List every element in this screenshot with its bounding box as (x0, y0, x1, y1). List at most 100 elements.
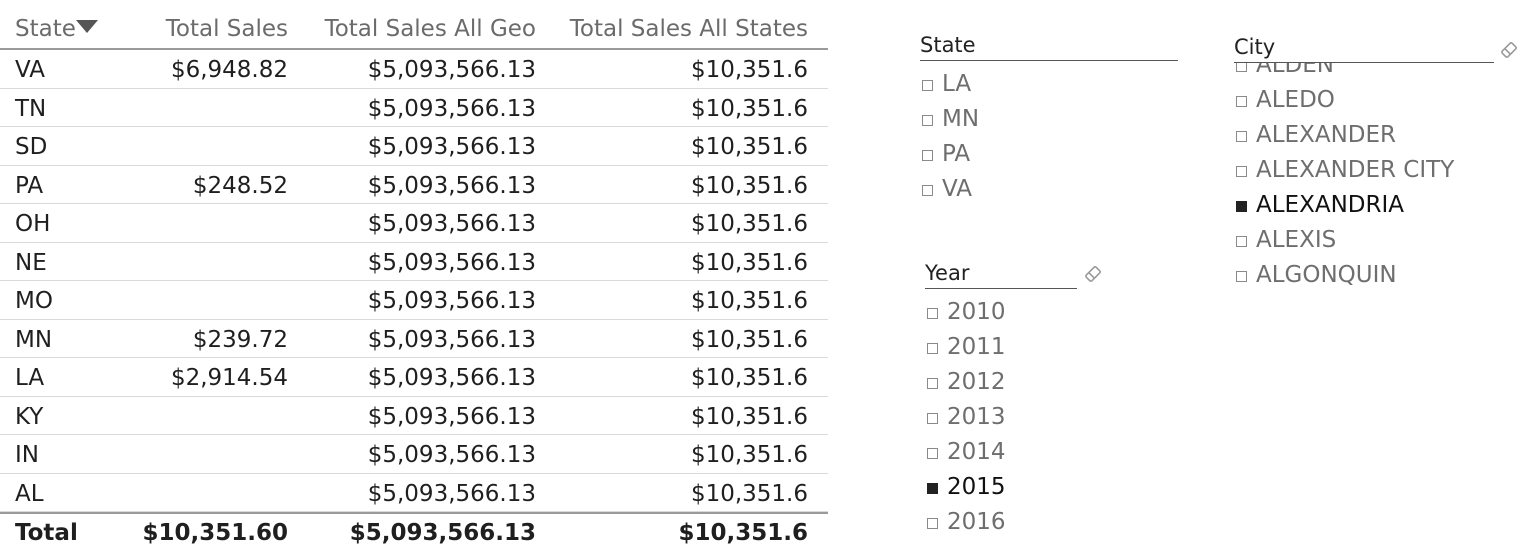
city-slicer-item-label: ALEXIS (1256, 227, 1337, 253)
row-total-sales-cell: $248.52 (192, 172, 288, 199)
row-total-sales-all-states-cell: $10,351.6 (690, 211, 808, 237)
table-row[interactable]: VA $6,948.82 $5,093,566.13 $10,351.6 (0, 50, 828, 89)
row-state-cell: OH (15, 211, 51, 237)
year-slicer-item[interactable]: 2012 (925, 365, 1077, 400)
state-slicer-item[interactable]: PA (920, 137, 1178, 172)
checkbox-icon[interactable] (922, 150, 933, 161)
row-state-cell: TN (15, 95, 47, 122)
row-total-sales-all-geo-cell: $5,093,566.13 (367, 134, 536, 160)
table-header: State Total Sales Total Sales All Geo To… (0, 0, 828, 50)
checkbox-icon[interactable] (922, 185, 933, 196)
city-slicer-viewport[interactable]: ALDEN ALEDO ALEXANDER ALEXANDER CITY ALEXAND… (1234, 63, 1494, 313)
state-slicer-item[interactable]: MN (920, 102, 1178, 137)
state-slicer-item-label: VA (942, 176, 972, 202)
checkbox-icon[interactable] (1236, 236, 1247, 247)
row-total-sales-cell: $6,948.82 (170, 57, 288, 83)
row-total-sales-all-states-cell: $10,351.6 (690, 326, 808, 353)
city-slicer-item[interactable]: ALEXANDER (1234, 118, 1494, 153)
row-total-sales-all-states-cell: $10,351.6 (690, 134, 808, 160)
year-slicer-item[interactable]: 2010 (925, 295, 1077, 330)
year-slicer-item[interactable]: 2011 (925, 330, 1077, 365)
city-slicer-item[interactable]: ALDEN (1234, 63, 1494, 83)
table-row[interactable]: PA $248.52 $5,093,566.13 $10,351.6 (0, 166, 828, 204)
checkbox-icon[interactable] (927, 518, 938, 529)
state-slicer-item-label: PA (942, 141, 971, 167)
state-slicer-item[interactable]: LA (920, 67, 1178, 102)
sort-descending-icon[interactable] (76, 20, 98, 33)
row-total-sales-all-geo-cell: $5,093,566.13 (367, 365, 536, 391)
year-slicer-item-label: 2012 (947, 369, 1006, 395)
state-slicer: State LA MN PA VA (920, 33, 1178, 207)
city-slicer-item-label: ALGONQUIN (1256, 262, 1397, 288)
city-slicer-item[interactable]: ALEDO (1234, 83, 1494, 118)
city-slicer-item-label: ALEXANDER CITY (1256, 157, 1455, 183)
table-row[interactable]: KY $5,093,566.13 $10,351.6 (0, 397, 828, 435)
total-sales-all-states-total: $10,351.6 (678, 520, 809, 546)
checkbox-icon[interactable] (1236, 131, 1247, 142)
table-row[interactable]: LA $2,914.54 $5,093,566.13 $10,351.6 (0, 358, 828, 397)
year-slicer-item-label: 2013 (947, 404, 1006, 430)
total-sales-total: $10,351.60 (142, 520, 288, 546)
year-slicer-item[interactable]: 2013 (925, 400, 1077, 435)
year-slicer-item-label: 2014 (947, 439, 1006, 465)
column-header-total-sales-all-states[interactable]: Total Sales All States (569, 16, 808, 42)
state-slicer-list: LA MN PA VA (920, 61, 1178, 207)
year-slicer-list: 2010 2011 2012 2013 2014 2015 2016 (925, 289, 1077, 540)
city-slicer-item-label: ALEDO (1256, 87, 1335, 113)
row-total-sales-all-states-cell: $10,351.6 (690, 480, 808, 507)
row-total-sales-all-states-cell: $10,351.6 (690, 95, 808, 122)
year-slicer-title: Year (925, 261, 1077, 289)
city-slicer-item[interactable]: ALEXANDER CITY (1234, 153, 1494, 188)
checkbox-icon[interactable] (1236, 63, 1247, 72)
year-slicer: Year 2010 2011 2012 2013 2014 2015 2016 (925, 261, 1077, 540)
column-header-total-sales-all-geo[interactable]: Total Sales All Geo (324, 16, 536, 42)
table-row[interactable]: MN $239.72 $5,093,566.13 $10,351.6 (0, 320, 828, 358)
city-slicer: City ALDEN ALEDO ALEXANDER ALEXANDER CITY AL… (1234, 35, 1494, 313)
row-state-cell: NE (15, 249, 47, 276)
table-row[interactable]: SD $5,093,566.13 $10,351.6 (0, 127, 828, 166)
column-header-total-sales[interactable]: Total Sales (165, 16, 288, 42)
year-slicer-item[interactable]: 2014 (925, 435, 1077, 470)
row-total-sales-all-states-cell: $10,351.6 (690, 442, 808, 468)
table-row[interactable]: AL $5,093,566.13 $10,351.6 (0, 474, 828, 512)
checkbox-icon[interactable] (1236, 271, 1247, 282)
checkbox-icon[interactable] (1236, 166, 1247, 177)
year-slicer-item-label: 2015 (947, 474, 1006, 500)
city-slicer-item[interactable]: ALGONQUIN (1234, 258, 1494, 293)
checkbox-icon[interactable] (1236, 96, 1247, 107)
checkbox-icon[interactable] (922, 115, 933, 126)
row-state-cell: AL (15, 480, 44, 507)
year-slicer-item-label: 2016 (947, 509, 1006, 535)
city-slicer-item[interactable]: ALEXIS (1234, 223, 1494, 258)
year-slicer-item[interactable]: 2016 (925, 505, 1077, 540)
row-state-cell: LA (15, 365, 45, 391)
row-total-sales-all-states-cell: $10,351.6 (690, 172, 808, 199)
checkbox-checked-icon[interactable] (927, 483, 938, 494)
table-row[interactable]: IN $5,093,566.13 $10,351.6 (0, 435, 828, 474)
eraser-icon[interactable] (1083, 264, 1103, 284)
row-state-cell: KY (15, 403, 44, 430)
row-total-sales-all-geo-cell: $5,093,566.13 (367, 288, 536, 314)
state-slicer-item[interactable]: VA (920, 172, 1178, 207)
table-row[interactable]: MO $5,093,566.13 $10,351.6 (0, 281, 828, 320)
checkbox-icon[interactable] (922, 80, 933, 91)
row-total-sales-all-geo-cell: $5,093,566.13 (367, 57, 536, 83)
total-sales-all-geo-total: $5,093,566.13 (349, 520, 536, 546)
checkbox-icon[interactable] (927, 308, 938, 319)
row-total-sales-all-geo-cell: $5,093,566.13 (367, 211, 536, 237)
city-slicer-item[interactable]: ALEXANDRIA (1234, 188, 1494, 223)
checkbox-icon[interactable] (927, 343, 938, 354)
year-slicer-item[interactable]: 2015 (925, 470, 1077, 505)
checkbox-icon[interactable] (927, 448, 938, 459)
checkbox-checked-icon[interactable] (1236, 201, 1247, 212)
total-label: Total (15, 520, 78, 546)
city-slicer-item-label: ALEXANDER (1256, 122, 1396, 148)
checkbox-icon[interactable] (927, 378, 938, 389)
table-row[interactable]: OH $5,093,566.13 $10,351.6 (0, 204, 828, 243)
row-total-sales-all-geo-cell: $5,093,566.13 (367, 480, 536, 507)
table-row[interactable]: NE $5,093,566.13 $10,351.6 (0, 243, 828, 281)
column-header-state[interactable]: State (15, 16, 76, 42)
table-row[interactable]: TN $5,093,566.13 $10,351.6 (0, 89, 828, 127)
checkbox-icon[interactable] (927, 413, 938, 424)
eraser-icon[interactable] (1499, 40, 1519, 60)
